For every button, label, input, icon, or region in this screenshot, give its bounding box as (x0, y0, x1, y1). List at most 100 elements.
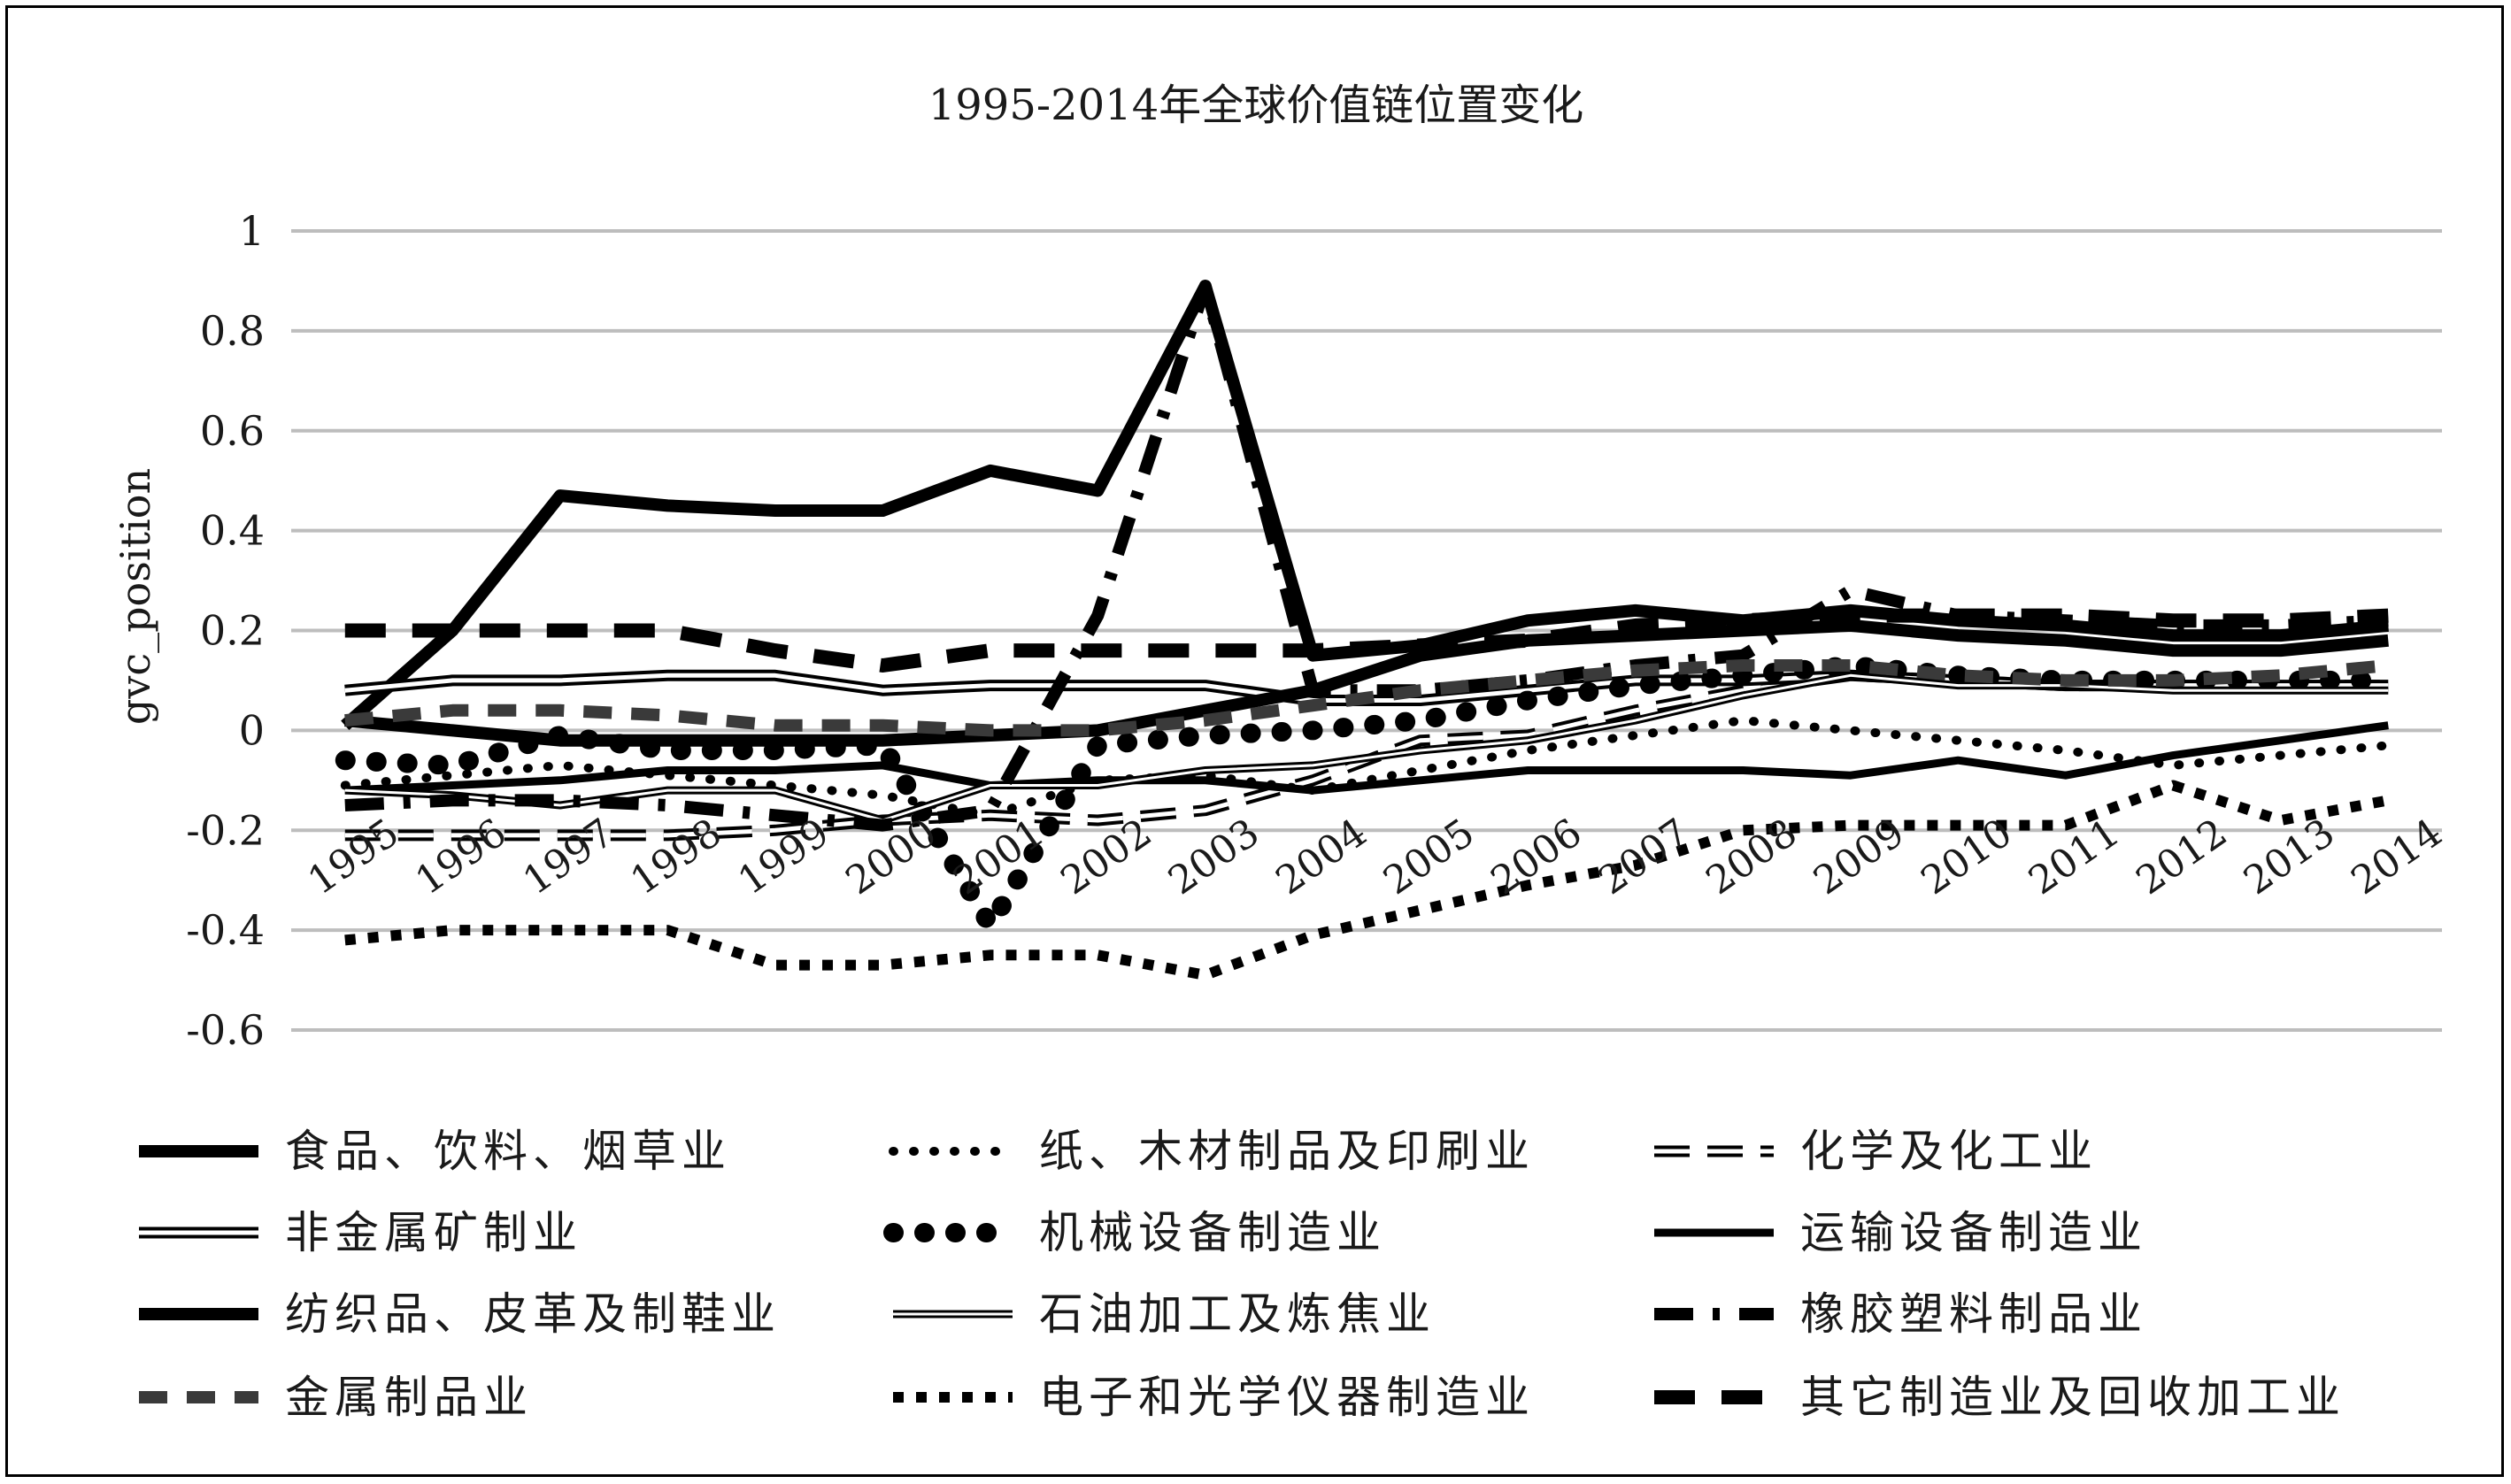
data-point (1420, 719, 1421, 721)
data-point (2280, 819, 2282, 821)
data-point (882, 965, 883, 966)
data-point (1420, 770, 1421, 772)
legend-item-橡胶塑料制品业: 橡胶塑料制品业 (1654, 1288, 2147, 1340)
data-point (666, 714, 668, 716)
legend-item-其它制造业及回收加工业: 其它制造业及回收加工业 (1654, 1372, 2345, 1423)
x-tick-label: 1998 (622, 810, 729, 903)
x-tick-label: 2014 (2343, 810, 2450, 903)
legend-label: 电子和光学仪器制造业 (1039, 1372, 1535, 1423)
y-tick-label: -0.6 (186, 1006, 265, 1054)
series-1 (341, 280, 2389, 730)
x-tick-label: 2008 (1698, 810, 1805, 903)
y-tick-labels: 1 0.8 0.6 0.4 0.2 0 -0.2 -0.4 -0.6 (186, 207, 265, 1054)
data-point (1205, 974, 1206, 976)
legend-label: 非金属矿制业 (285, 1207, 582, 1258)
x-tick-labels: 1995 1996 1997 1998 1999 2000 2001 2002 2003 2004… (300, 810, 2450, 903)
legend-item-化学及化工业: 化学及化工业 (1654, 1126, 2098, 1177)
data-point (451, 765, 453, 766)
chart-title: 1995-2014年全球价值链位置变化 (928, 81, 1584, 130)
data-point (1742, 719, 1744, 721)
data-point (1850, 825, 1852, 827)
data-point (666, 750, 668, 751)
legend-item-机械设备制造业: 机械设备制造业 (883, 1207, 1386, 1258)
legend-label: 食品、饮料、烟草业 (285, 1126, 731, 1177)
series-10 (344, 659, 2389, 737)
y-axis-label: gvc_position (112, 468, 159, 725)
series-line (344, 673, 2389, 822)
legend-label: 机械设备制造业 (1039, 1207, 1386, 1258)
legend-item-石油加工及炼焦业: 石油加工及炼焦业 (893, 1288, 1436, 1340)
series-line (344, 721, 2389, 795)
legend-item-金属制品业: 金属制品业 (139, 1372, 533, 1423)
series-lines (335, 280, 2399, 980)
y-tick-label: 0.8 (200, 307, 265, 355)
data-point (774, 965, 776, 966)
y-tick-label: 0.6 (200, 407, 265, 455)
legend-label: 石油加工及炼焦业 (1039, 1288, 1436, 1340)
x-tick-label: 2013 (2236, 810, 2343, 903)
data-point (1312, 934, 1313, 936)
y-tick-label: -0.4 (186, 906, 265, 954)
y-tick-label: 1 (239, 207, 265, 255)
data-point (2065, 750, 2067, 751)
data-point (559, 799, 561, 801)
x-tick-label: 2004 (1267, 810, 1375, 903)
data-point (2280, 674, 2282, 676)
series-5 (335, 656, 2399, 935)
data-point (1420, 910, 1421, 911)
x-tick-label: 2003 (1160, 810, 1267, 903)
series-line (344, 659, 2389, 737)
series-2 (340, 716, 2393, 820)
data-point (1205, 734, 1206, 736)
data-point (1850, 589, 1852, 591)
series-line (344, 619, 2389, 747)
legend-label: 其它制造业及回收加工业 (1800, 1372, 2345, 1423)
series-line (344, 780, 2390, 980)
data-point (2387, 744, 2389, 746)
legend-label: 化学及化工业 (1800, 1126, 2098, 1177)
legend-label: 纸、木材制品及印刷业 (1039, 1126, 1535, 1177)
y-tick-label: 0 (239, 706, 265, 754)
data-point (1205, 774, 1206, 776)
data-point (2387, 799, 2389, 801)
y-tick-label: 0.2 (200, 607, 265, 655)
legend-label: 橡胶塑料制品业 (1800, 1288, 2147, 1340)
chart-frame: 1995-2014年全球价值链位置变化 gvc_position 1 0.8 0.6… (5, 5, 2504, 1477)
data-point (990, 650, 991, 651)
series-12 (344, 608, 2389, 673)
data-point (1527, 680, 1529, 681)
legend-item-食品-饮料-烟草业: 食品、饮料、烟草业 (139, 1126, 731, 1177)
x-tick-label: 2001 (945, 810, 1052, 903)
legend-label: 纺织品、皮革及制鞋业 (285, 1288, 781, 1340)
y-tick-label: -0.2 (186, 806, 265, 854)
x-tick-label: 1995 (300, 810, 407, 903)
legend-item-纸-木材制品及印刷业: 纸、木材制品及印刷业 (889, 1126, 1535, 1177)
series-line (341, 280, 2389, 730)
series-6 (344, 721, 2389, 795)
x-tick-label: 2005 (1375, 810, 1483, 903)
data-point (451, 774, 453, 776)
series-line (335, 656, 2399, 935)
data-point (666, 804, 668, 806)
x-tick-label: 2006 (1483, 810, 1590, 903)
data-point (559, 765, 561, 766)
x-tick-label: 1996 (407, 810, 514, 903)
data-point (2387, 665, 2389, 666)
series-line (344, 608, 2389, 673)
series-8 (344, 671, 2389, 825)
data-point (2280, 625, 2282, 627)
data-point (1205, 650, 1206, 651)
series-line (340, 716, 2393, 820)
series-11 (344, 780, 2390, 980)
data-point (2280, 619, 2282, 621)
legend-label: 金属制品业 (285, 1372, 533, 1423)
data-point (882, 795, 883, 796)
legend-item-非金属矿制业: 非金属矿制业 (139, 1207, 582, 1258)
legend-label: 运输设备制造业 (1800, 1207, 2147, 1258)
x-tick-label: 1997 (515, 810, 622, 903)
series-7 (344, 619, 2389, 747)
legend-item-纺织品-皮革及制鞋业: 纺织品、皮革及制鞋业 (139, 1288, 781, 1340)
x-tick-label: 2007 (1591, 810, 1698, 903)
legend-item-运输设备制造业: 运输设备制造业 (1654, 1207, 2147, 1258)
